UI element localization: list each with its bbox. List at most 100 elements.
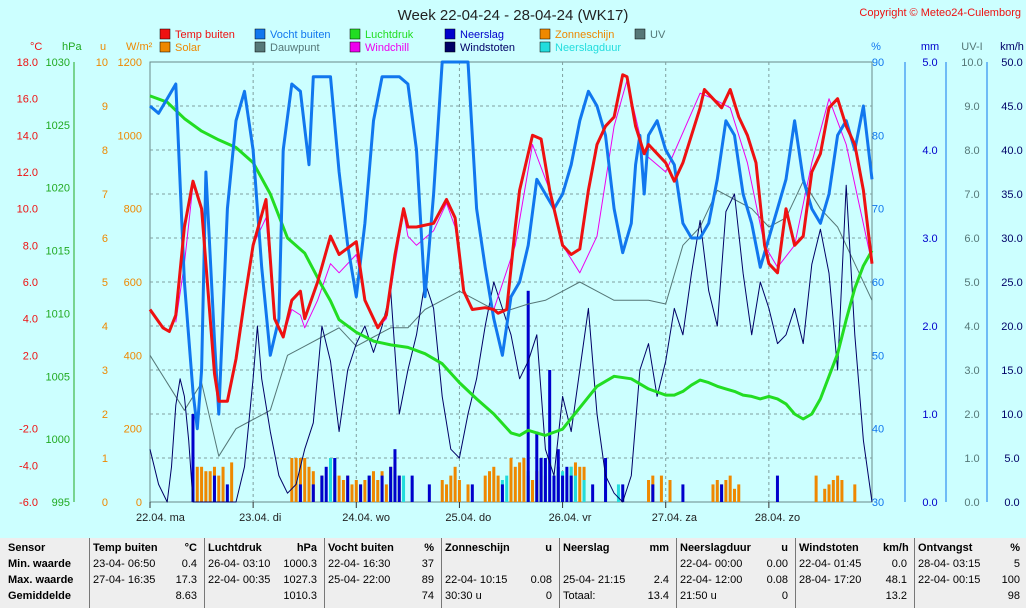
axis-tick-label: 7.0 <box>964 189 979 201</box>
weather-chart: Week 22-04-24 - 28-04-24 (WK17) Copyrigh… <box>17 7 1024 524</box>
axis-tick-label: 18.0 <box>17 57 38 69</box>
sunshine-bar <box>195 466 199 502</box>
axis-tick-label: 80 <box>872 130 884 142</box>
sunshine-bar <box>384 484 388 502</box>
stats-group-unit: km/h <box>883 542 909 554</box>
axis-tick-label: 2.0 <box>964 409 979 421</box>
rain-bar <box>367 475 371 502</box>
sunshine-bar <box>488 471 492 502</box>
axis-tick-label: 1015 <box>46 246 70 258</box>
stats-separator <box>441 538 442 608</box>
sunshine-bar <box>522 458 526 502</box>
axis-tick-label: 8.0 <box>964 145 979 157</box>
sunshine-bar <box>354 480 358 502</box>
axis-tick-label: 1005 <box>46 371 70 383</box>
axis-tick-label: 1000 <box>46 434 70 446</box>
stats-group-name: Windstoten <box>799 542 859 554</box>
rain-bar <box>298 484 302 502</box>
temp-line <box>148 73 874 403</box>
axis-tick-label: 1010 <box>46 308 70 320</box>
sunshine-bar <box>509 458 513 502</box>
sunshine-bar <box>715 480 719 502</box>
sunshine-bar <box>221 466 225 502</box>
stats-separator <box>204 538 205 608</box>
sunshine-bar <box>294 458 298 502</box>
stats-group-name: Ontvangst <box>918 542 973 554</box>
legend-swatch <box>444 41 456 53</box>
axes: 22.04. ma 23.04. di 24.04. wo 25.04. do 26.0… <box>17 41 1024 524</box>
stats-value: 98 <box>1007 590 1020 602</box>
rain-bar <box>548 370 552 502</box>
axis-tick-label: 6 <box>102 233 108 245</box>
stats-group-name: Zonneschijn <box>445 542 510 554</box>
axis-tick-label: 4.0 <box>964 321 979 333</box>
stats-value: 17.3 <box>175 574 197 586</box>
stats-time: 25-04- 21:15 <box>563 574 626 586</box>
axis-tick-label: 800 <box>124 204 142 216</box>
pressure-line <box>149 94 874 437</box>
axis-tick-label: 4 <box>102 321 108 333</box>
legend-swatch <box>159 28 171 40</box>
sunshine-bar <box>724 480 728 502</box>
humidity-line <box>149 60 874 431</box>
sunshine-bar <box>449 475 453 502</box>
axis-tick-label: 0.0 <box>1004 497 1019 509</box>
axis-tick-label: 8 <box>102 145 108 157</box>
stats-value: 13.4 <box>647 590 669 602</box>
stats-separator <box>795 538 796 608</box>
axis-tick-label: 1000 <box>118 130 142 142</box>
axis-tick-label: 30 <box>872 497 884 509</box>
axis-tick-label: 1030 <box>46 57 70 69</box>
legend-label: Neerslag <box>460 29 504 41</box>
axis-tick-label: 10 <box>96 57 108 69</box>
stats-time: 22-04- 00:15 <box>918 574 981 586</box>
stats-time: 28-04- 03:15 <box>918 558 981 570</box>
stats-group-name: Luchtdruk <box>208 542 262 554</box>
rain-bar <box>569 475 573 502</box>
sunshine-bar <box>853 484 857 502</box>
rain-bar <box>225 484 229 502</box>
sunshine-bar <box>453 466 457 502</box>
axis-tick-label: 6.0 <box>23 277 38 289</box>
sunshine-bar <box>363 480 367 502</box>
sunshine-bar <box>204 471 208 502</box>
stats-value: 0 <box>781 590 788 602</box>
axis-tick-label: 1200 <box>118 57 142 69</box>
axis-unit-label: % <box>871 41 881 53</box>
rain-bar <box>311 484 315 502</box>
stats-time: 27-04- 16:35 <box>93 574 156 586</box>
legend-label: Vocht buiten <box>270 29 331 41</box>
rain-bar <box>470 484 474 502</box>
axis-unit-label: W/m² <box>126 41 153 53</box>
axis-tick-label: -6.0 <box>19 497 38 509</box>
sunshine-bar <box>659 475 663 502</box>
stats-group-name: Temp buiten <box>93 542 158 554</box>
axis-tick-label: 40 <box>872 424 884 436</box>
stats-row-header: Max. waarde <box>8 574 74 586</box>
axis-tick-label: 6.0 <box>964 233 979 245</box>
stats-time: 22-04- 12:00 <box>680 574 743 586</box>
axis-tick-label: 35.0 <box>1001 189 1022 201</box>
rain-bar <box>651 484 655 502</box>
rain-bar <box>526 290 530 502</box>
x-tick-label: 22.04. ma <box>136 512 186 524</box>
rain-bar <box>393 449 397 502</box>
stats-value: 13.2 <box>885 590 907 602</box>
gusts-line <box>149 184 873 503</box>
axis-tick-label: 0.0 <box>922 497 937 509</box>
sunshine-bar <box>483 475 487 502</box>
sunshine-bar <box>831 480 835 502</box>
stats-time: 28-04- 17:20 <box>799 574 862 586</box>
sunshine-bar <box>371 471 375 502</box>
sunshine-bar <box>217 475 221 502</box>
axis-tick-label: 12.0 <box>17 167 38 179</box>
axis-tick-label: 3.0 <box>922 233 937 245</box>
legend-label: Windstoten <box>460 42 515 54</box>
sunshine-bar <box>732 488 736 502</box>
sunshine-bar <box>513 466 517 502</box>
legend-swatch <box>254 28 266 40</box>
stats-group-unit: % <box>424 542 434 554</box>
rain-bar <box>621 484 625 502</box>
legend-label: Dauwpunt <box>270 42 320 54</box>
sunshine-bar <box>711 484 715 502</box>
